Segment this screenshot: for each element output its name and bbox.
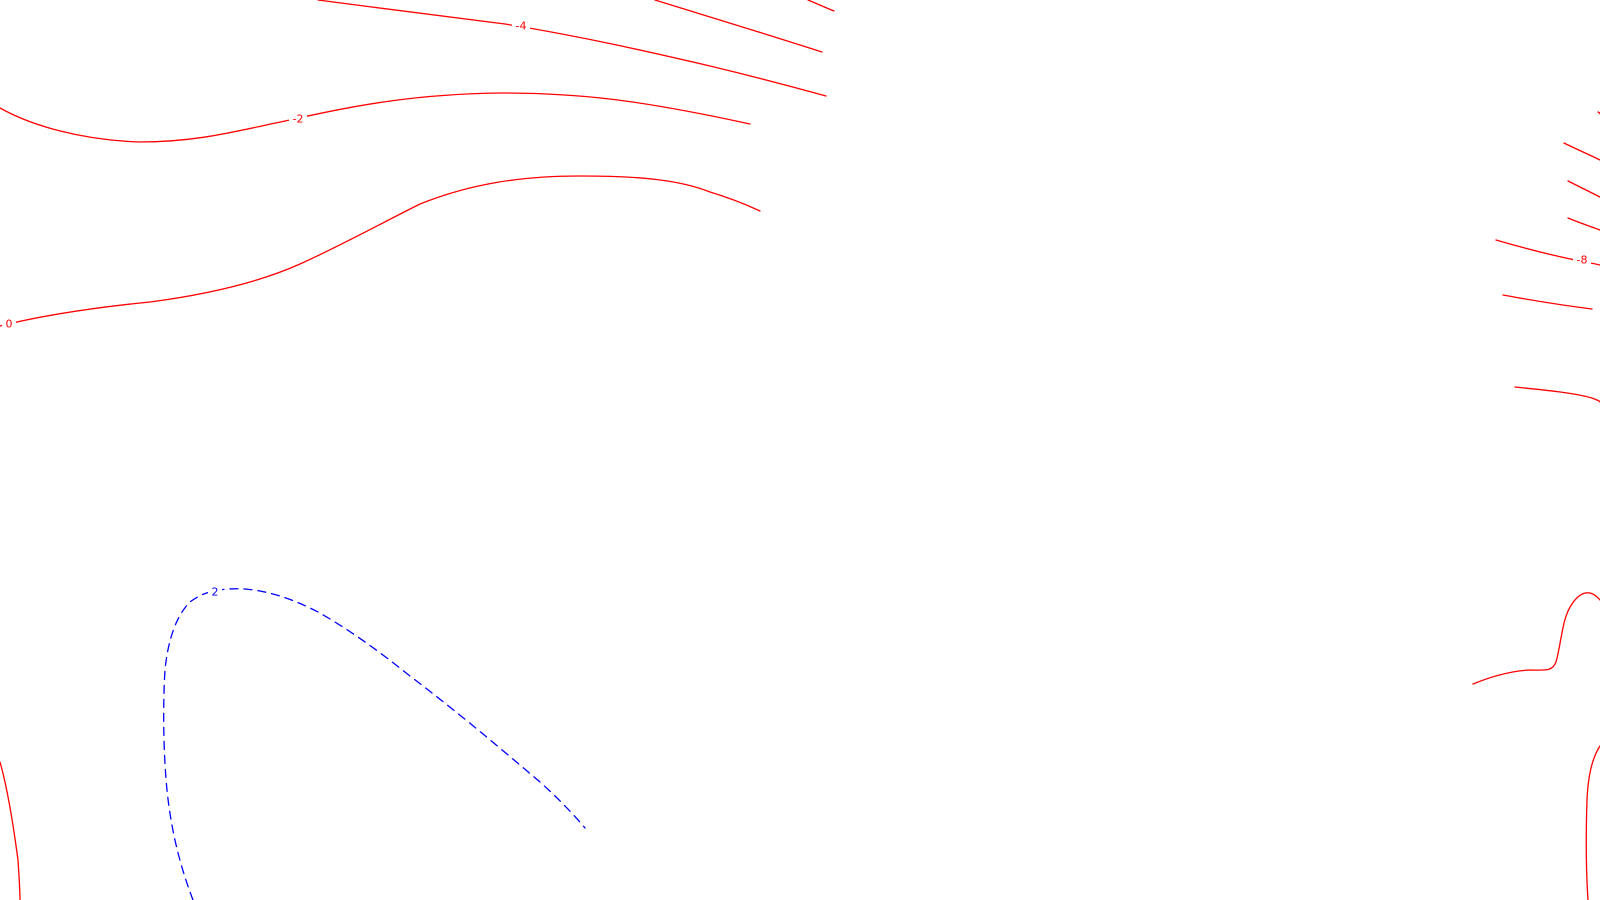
contour-label-minus-8: -8	[1577, 254, 1588, 267]
contour-line-plus-2	[163, 588, 586, 900]
contour-label-zero: 0	[6, 318, 13, 331]
label-bg-minus-4	[512, 19, 530, 33]
contour-line-right-lower-1	[1472, 592, 1600, 685]
contour-label-plus-2: 2	[212, 586, 219, 599]
negative-contours-upper-left	[0, 0, 835, 327]
contour-line-right-3	[1567, 180, 1600, 198]
negative-contours-right-edge	[1472, 111, 1600, 900]
contour-line-right-2	[1563, 142, 1600, 161]
label-bg-zero	[2, 317, 16, 331]
contour-label-minus-2: -2	[293, 113, 304, 126]
contour-line-lower-left	[0, 761, 21, 900]
negative-contours-lower-left	[0, 761, 21, 900]
contour-line-upper-2	[807, 0, 835, 12]
contour-label-minus-4: -4	[516, 20, 527, 33]
contour-line-zero	[0, 175, 761, 327]
contour-line-right-6	[1514, 386, 1600, 403]
label-bg-minus-2	[289, 112, 307, 126]
positive-contours	[163, 588, 586, 900]
label-bg-plus-2	[208, 585, 222, 599]
contour-line-right-5	[1502, 294, 1593, 310]
contour-line-upper-1	[654, 0, 823, 53]
contour-line-minus-4	[317, 0, 827, 97]
contour-line-right-lower-2	[1585, 745, 1600, 900]
label-bg-minus-8	[1573, 253, 1591, 267]
contour-line-minus-2	[0, 92, 751, 143]
contour-line-right-4	[1567, 217, 1600, 231]
contour-labels: -4 -2 0 -8 2	[2, 19, 1591, 599]
